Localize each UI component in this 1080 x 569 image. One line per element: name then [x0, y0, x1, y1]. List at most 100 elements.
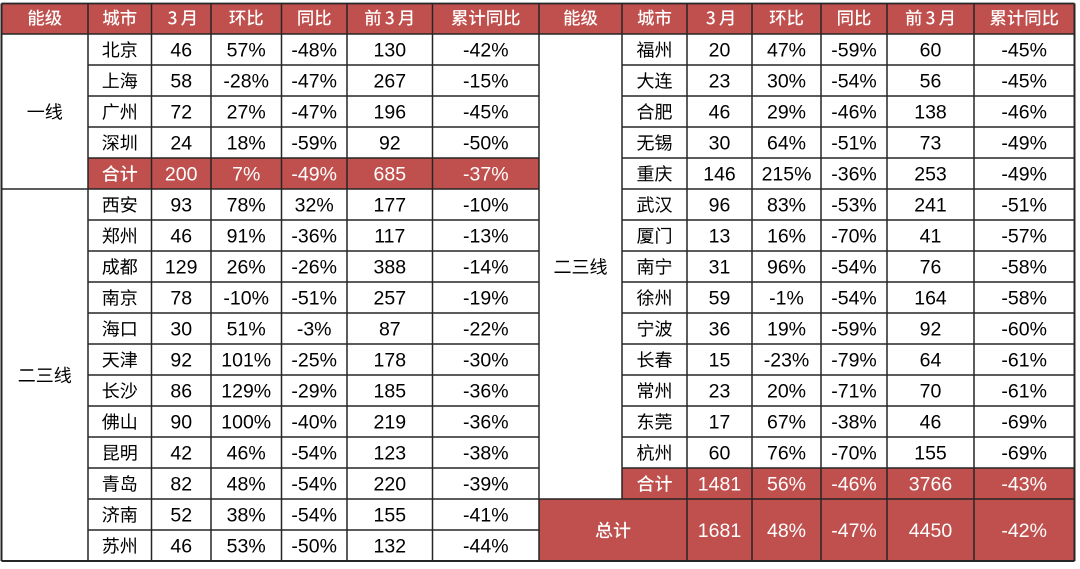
- svg-text:20%: 20%: [767, 381, 806, 403]
- svg-text:46%: 46%: [227, 443, 266, 465]
- svg-text:-54%: -54%: [831, 288, 877, 310]
- svg-text:30: 30: [709, 133, 731, 155]
- svg-text:30%: 30%: [767, 71, 806, 93]
- svg-text:155: 155: [374, 505, 407, 527]
- svg-text:-47%: -47%: [291, 102, 337, 124]
- svg-text:-58%: -58%: [1001, 257, 1047, 279]
- svg-text:117: 117: [374, 226, 405, 248]
- svg-text:-53%: -53%: [831, 195, 877, 217]
- svg-text:-19%: -19%: [463, 288, 509, 310]
- svg-text:-70%: -70%: [831, 443, 877, 465]
- svg-text:46: 46: [920, 412, 942, 434]
- svg-text:146: 146: [703, 164, 736, 186]
- svg-text:78%: 78%: [227, 195, 266, 217]
- svg-text:123: 123: [374, 443, 407, 465]
- svg-text:91%: 91%: [227, 226, 266, 248]
- svg-text:-38%: -38%: [831, 412, 877, 434]
- svg-text:196: 196: [374, 102, 407, 124]
- svg-text:-36%: -36%: [831, 164, 877, 186]
- svg-text:-70%: -70%: [831, 226, 877, 248]
- svg-text:46: 46: [170, 40, 192, 62]
- svg-text:-47%: -47%: [831, 520, 877, 542]
- svg-text:27%: 27%: [227, 102, 266, 124]
- svg-text:215%: 215%: [762, 164, 812, 186]
- svg-text:-49%: -49%: [1001, 133, 1047, 155]
- svg-text:-22%: -22%: [463, 319, 509, 341]
- svg-text:60: 60: [709, 443, 731, 465]
- svg-text:-40%: -40%: [291, 412, 337, 434]
- svg-text:41: 41: [920, 226, 942, 248]
- svg-text:48%: 48%: [227, 474, 266, 496]
- svg-text:-46%: -46%: [831, 102, 877, 124]
- svg-text:164: 164: [914, 288, 947, 310]
- svg-text:-15%: -15%: [463, 71, 509, 93]
- svg-text:-36%: -36%: [463, 381, 509, 403]
- svg-text:129%: 129%: [221, 381, 271, 403]
- svg-text:82: 82: [170, 474, 192, 496]
- svg-text:17: 17: [709, 412, 731, 434]
- svg-text:-38%: -38%: [463, 443, 509, 465]
- svg-text:177: 177: [374, 195, 407, 217]
- svg-text:-50%: -50%: [291, 536, 337, 558]
- svg-text:-59%: -59%: [831, 319, 877, 341]
- svg-text:257: 257: [374, 288, 407, 310]
- svg-text:-71%: -71%: [831, 381, 877, 403]
- svg-text:-44%: -44%: [463, 536, 509, 558]
- svg-text:-49%: -49%: [1001, 164, 1047, 186]
- svg-text:73: 73: [920, 133, 942, 155]
- svg-text:20: 20: [709, 40, 731, 62]
- svg-text:23: 23: [709, 71, 731, 93]
- svg-text:267: 267: [374, 71, 407, 93]
- svg-text:138: 138: [914, 102, 947, 124]
- svg-text:83%: 83%: [767, 195, 806, 217]
- svg-text:46: 46: [170, 226, 192, 248]
- svg-text:-51%: -51%: [831, 133, 877, 155]
- svg-text:76%: 76%: [767, 443, 806, 465]
- svg-text:24: 24: [170, 133, 192, 155]
- svg-text:-37%: -37%: [463, 164, 509, 186]
- svg-text:31: 31: [709, 257, 731, 279]
- svg-text:-54%: -54%: [831, 257, 877, 279]
- svg-text:46: 46: [170, 536, 192, 558]
- svg-text:388: 388: [374, 257, 407, 279]
- svg-text:96%: 96%: [767, 257, 806, 279]
- svg-text:-79%: -79%: [831, 350, 877, 372]
- svg-text:-14%: -14%: [463, 257, 509, 279]
- svg-text:78: 78: [170, 288, 192, 310]
- svg-text:26%: 26%: [227, 257, 266, 279]
- svg-text:-10%: -10%: [463, 195, 509, 217]
- svg-text:29%: 29%: [767, 102, 806, 124]
- svg-text:67%: 67%: [767, 412, 806, 434]
- svg-text:-43%: -43%: [1001, 474, 1047, 496]
- svg-text:-69%: -69%: [1001, 443, 1047, 465]
- svg-text:-10%: -10%: [223, 288, 269, 310]
- svg-text:64: 64: [920, 350, 942, 372]
- svg-text:59: 59: [709, 288, 731, 310]
- svg-text:58: 58: [170, 71, 192, 93]
- svg-text:64%: 64%: [767, 133, 806, 155]
- svg-text:253: 253: [914, 164, 947, 186]
- svg-text:-30%: -30%: [463, 350, 509, 372]
- svg-text:-47%: -47%: [291, 71, 337, 93]
- svg-text:-61%: -61%: [1001, 381, 1047, 403]
- svg-text:241: 241: [914, 195, 947, 217]
- svg-text:-36%: -36%: [291, 226, 337, 248]
- svg-text:130: 130: [374, 40, 407, 62]
- svg-text:-48%: -48%: [291, 40, 337, 62]
- svg-text:30: 30: [170, 319, 192, 341]
- svg-text:-59%: -59%: [831, 40, 877, 62]
- svg-text:23: 23: [709, 381, 731, 403]
- svg-text:72: 72: [170, 102, 192, 124]
- svg-text:38%: 38%: [227, 505, 266, 527]
- svg-text:-26%: -26%: [291, 257, 337, 279]
- svg-text:-28%: -28%: [223, 71, 269, 93]
- svg-text:47%: 47%: [767, 40, 806, 62]
- svg-text:1681: 1681: [698, 520, 741, 542]
- svg-text:129: 129: [165, 257, 198, 279]
- svg-text:-23%: -23%: [764, 350, 810, 372]
- svg-text:92: 92: [920, 319, 942, 341]
- svg-text:93: 93: [170, 195, 192, 217]
- svg-text:685: 685: [374, 164, 407, 186]
- svg-text:-59%: -59%: [291, 133, 337, 155]
- svg-text:-61%: -61%: [1001, 350, 1047, 372]
